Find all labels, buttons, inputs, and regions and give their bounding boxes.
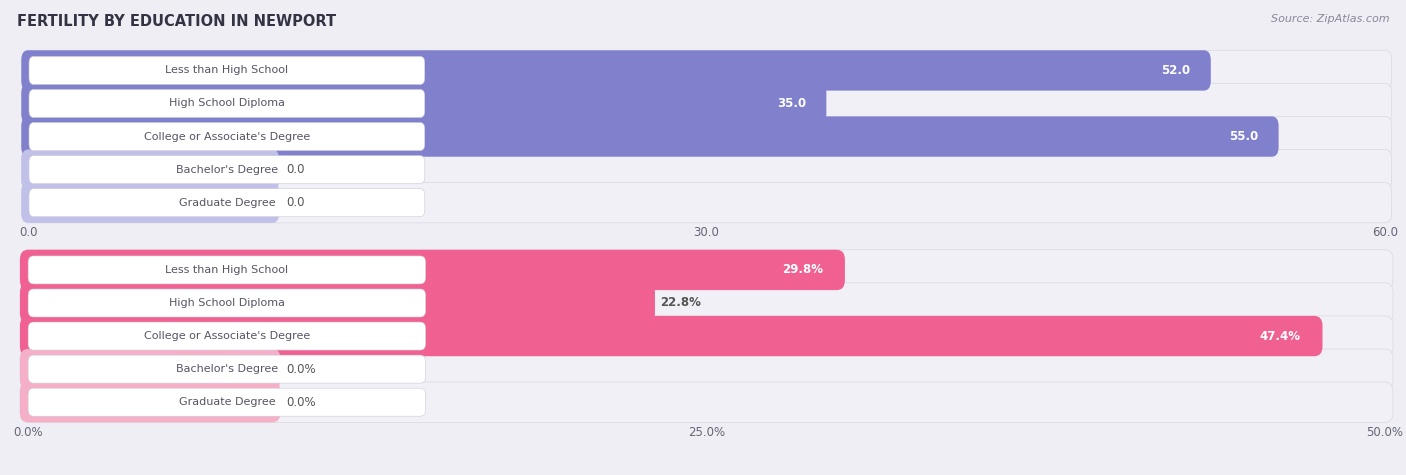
Text: Graduate Degree: Graduate Degree <box>179 397 276 407</box>
FancyBboxPatch shape <box>20 316 1393 356</box>
FancyBboxPatch shape <box>20 349 1393 390</box>
Text: College or Associate's Degree: College or Associate's Degree <box>143 132 309 142</box>
FancyBboxPatch shape <box>21 50 1392 91</box>
FancyBboxPatch shape <box>20 349 280 390</box>
FancyBboxPatch shape <box>21 50 1211 91</box>
FancyBboxPatch shape <box>28 322 426 350</box>
Text: Less than High School: Less than High School <box>166 265 288 275</box>
Text: Bachelor's Degree: Bachelor's Degree <box>176 364 278 374</box>
FancyBboxPatch shape <box>30 123 425 151</box>
Text: 55.0: 55.0 <box>1229 130 1258 143</box>
Text: College or Associate's Degree: College or Associate's Degree <box>143 331 309 341</box>
FancyBboxPatch shape <box>20 382 1393 422</box>
FancyBboxPatch shape <box>28 256 426 284</box>
Text: 47.4%: 47.4% <box>1260 330 1301 342</box>
Text: 0.0: 0.0 <box>285 163 305 176</box>
FancyBboxPatch shape <box>20 382 280 422</box>
FancyBboxPatch shape <box>21 116 1392 157</box>
FancyBboxPatch shape <box>30 57 425 85</box>
FancyBboxPatch shape <box>21 83 827 124</box>
FancyBboxPatch shape <box>21 150 1392 190</box>
Text: Graduate Degree: Graduate Degree <box>179 198 276 208</box>
FancyBboxPatch shape <box>20 250 845 290</box>
FancyBboxPatch shape <box>30 89 425 117</box>
FancyBboxPatch shape <box>20 250 1393 290</box>
Text: 0.0: 0.0 <box>285 196 305 209</box>
FancyBboxPatch shape <box>21 182 1392 223</box>
Text: Source: ZipAtlas.com: Source: ZipAtlas.com <box>1271 14 1389 24</box>
FancyBboxPatch shape <box>28 355 426 383</box>
Text: Bachelor's Degree: Bachelor's Degree <box>176 165 278 175</box>
FancyBboxPatch shape <box>21 150 280 190</box>
Text: 35.0: 35.0 <box>778 97 806 110</box>
Text: High School Diploma: High School Diploma <box>169 298 285 308</box>
Text: FERTILITY BY EDUCATION IN NEWPORT: FERTILITY BY EDUCATION IN NEWPORT <box>17 14 336 29</box>
FancyBboxPatch shape <box>30 189 425 217</box>
FancyBboxPatch shape <box>28 289 426 317</box>
Text: 0.0%: 0.0% <box>285 396 315 408</box>
Text: 29.8%: 29.8% <box>782 264 823 276</box>
FancyBboxPatch shape <box>21 83 1392 124</box>
FancyBboxPatch shape <box>20 283 655 323</box>
Text: Less than High School: Less than High School <box>166 66 288 76</box>
Text: High School Diploma: High School Diploma <box>169 98 285 108</box>
FancyBboxPatch shape <box>21 116 1278 157</box>
Text: 0.0%: 0.0% <box>285 362 315 376</box>
FancyBboxPatch shape <box>21 182 280 223</box>
FancyBboxPatch shape <box>20 283 1393 323</box>
Text: 52.0: 52.0 <box>1161 64 1191 77</box>
FancyBboxPatch shape <box>20 316 1323 356</box>
Text: 22.8%: 22.8% <box>661 296 702 310</box>
FancyBboxPatch shape <box>28 388 426 416</box>
FancyBboxPatch shape <box>30 156 425 184</box>
